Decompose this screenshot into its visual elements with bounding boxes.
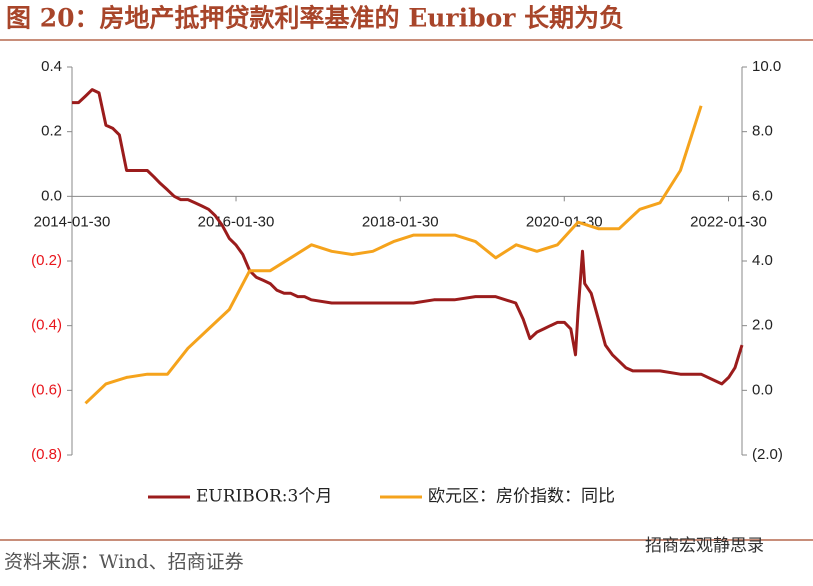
y-tick-label: 0.4 [41, 58, 62, 75]
y-tick-label: (0.6) [31, 381, 62, 398]
y2-tick-label: (2.0) [752, 446, 783, 463]
legend-label: EURIBOR:3个月 [196, 487, 332, 507]
y-tick-label: (0.4) [31, 317, 62, 334]
y-tick-label: 0.2 [41, 123, 62, 140]
source: 资料来源：Wind、招商证券 [4, 551, 244, 573]
y2-tick-label: 2.0 [752, 317, 773, 334]
watermark: 招商宏观静思录 [645, 536, 764, 556]
x-tick-label: 2020-01-30 [526, 213, 603, 230]
y-tick-label: (0.2) [31, 252, 62, 269]
x-tick-label: 2022-01-30 [690, 213, 767, 230]
y2-tick-label: 8.0 [752, 123, 773, 140]
y2-tick-label: 0.0 [752, 381, 773, 398]
y2-tick-label: 10.0 [752, 58, 781, 75]
y-tick-label: 0.0 [41, 187, 62, 204]
y2-tick-label: 4.0 [752, 252, 773, 269]
x-tick-label: 2016-01-30 [198, 213, 275, 230]
y-tick-label: (0.8) [31, 446, 62, 463]
legend-label: 欧元区：房价指数：同比 [428, 487, 615, 507]
x-tick-label: 2018-01-30 [362, 213, 439, 230]
x-tick-label: 2014-01-30 [34, 213, 111, 230]
y2-tick-label: 6.0 [752, 187, 773, 204]
series-line [72, 88, 744, 386]
series-line [84, 105, 703, 405]
chart-title: 图 20：房地产抵押贷款利率基准的 Euribor 长期为负 [6, 4, 624, 33]
